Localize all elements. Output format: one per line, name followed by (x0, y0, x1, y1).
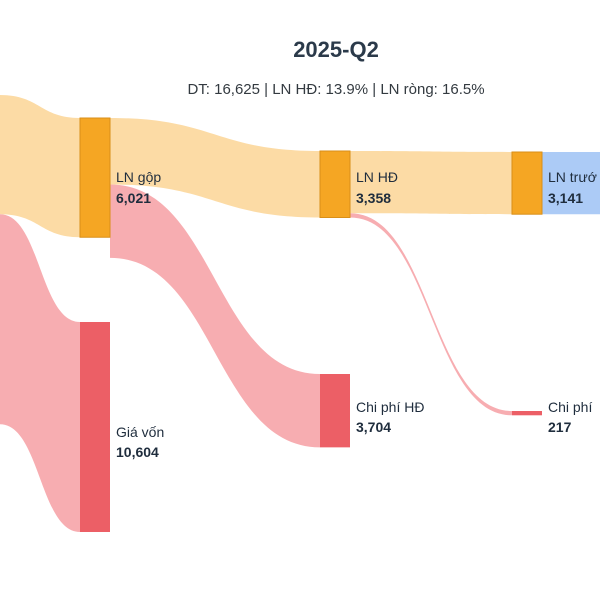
node-label-op_expense: Chi phí HĐ (356, 399, 424, 415)
sankey-labels: LN gộp 6,021 Giá vốn 10,604 LN HĐ 3,358 Chi ph… (116, 169, 597, 460)
node-label-gross_profit: LN gộp (116, 169, 161, 185)
chart-title: 2025-Q2 (293, 37, 379, 62)
sankey-links (0, 95, 600, 533)
node-label-other_expense: Chi phí (548, 399, 592, 415)
node-label-op_profit: LN HĐ (356, 169, 398, 185)
link-gross_profit-to-op_profit (110, 118, 320, 218)
node-op_profit (319, 150, 351, 219)
node-gross_profit (79, 117, 111, 238)
node-value-op_expense: 3,704 (356, 419, 391, 435)
node-pretax_profit (511, 151, 543, 215)
link-gross_profit-to-op_expense (110, 184, 320, 448)
chart-subtitle: DT: 16,625 | LN HĐ: 13.9% | LN ròng: 16.… (187, 81, 484, 98)
node-value-gross_profit: 6,021 (116, 190, 151, 206)
node-cogs (80, 322, 110, 532)
link-revenue-to-gross_profit (0, 95, 80, 238)
node-value-cogs: 10,604 (116, 444, 159, 460)
node-value-pretax_profit: 3,141 (548, 190, 583, 206)
node-label-pretax_profit: LN trướ (548, 169, 597, 185)
sankey-nodes (79, 117, 543, 532)
node-op_expense (320, 374, 350, 448)
node-label-cogs: Giá vốn (116, 424, 164, 440)
node-value-other_expense: 217 (548, 419, 572, 435)
link-op_profit-to-other_expense (350, 213, 512, 416)
node-value-op_profit: 3,358 (356, 190, 391, 206)
node-other_expense (512, 411, 542, 416)
link-op_profit-to-pretax_profit (350, 151, 512, 215)
link-revenue-to-cogs (0, 214, 80, 533)
link-pretax_profit-to-next (542, 151, 600, 215)
